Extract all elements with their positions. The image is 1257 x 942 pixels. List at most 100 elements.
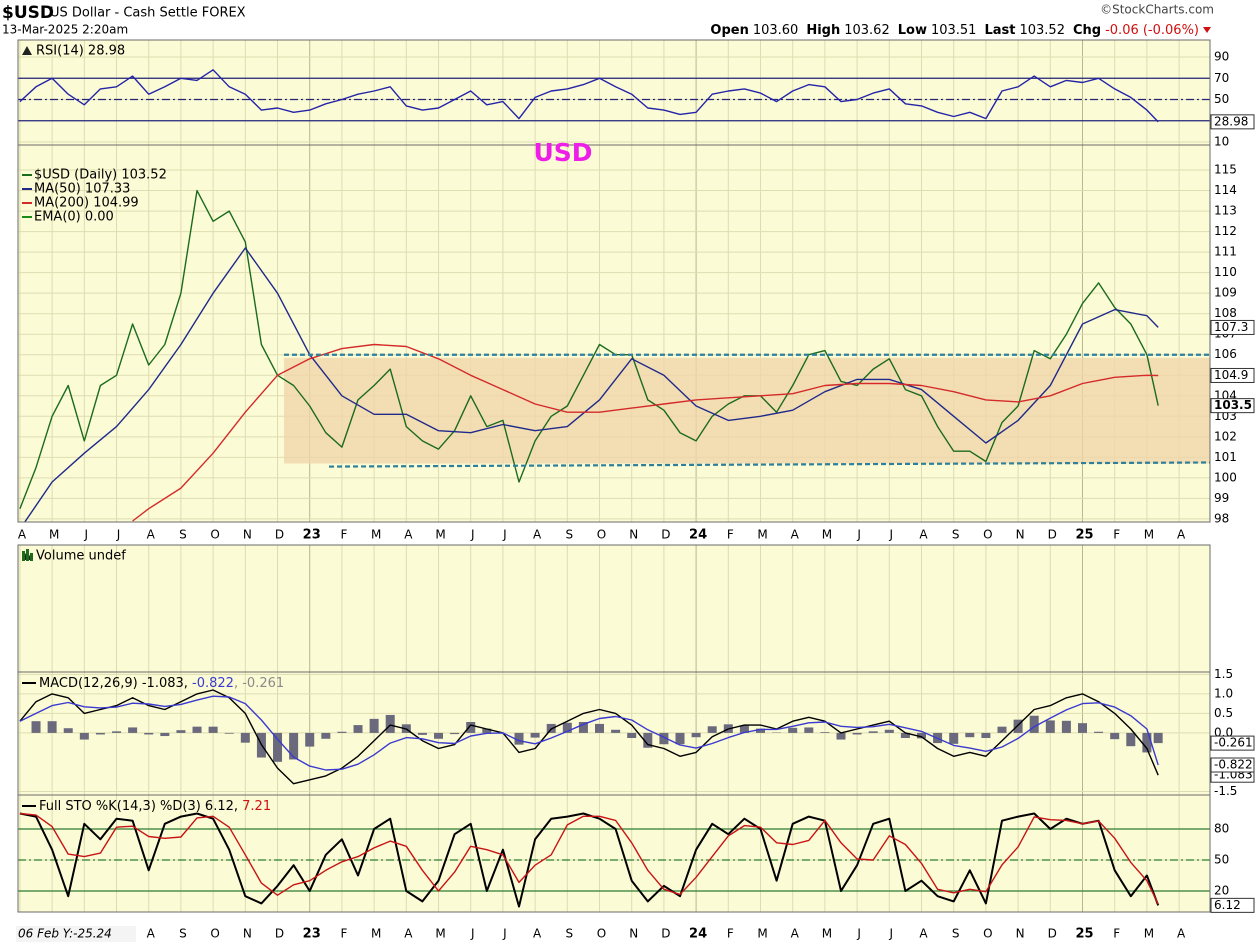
x-tick-label: M (435, 927, 445, 941)
legend-part: , (184, 676, 192, 691)
legend-label: $USD (Daily) 103.52 (34, 168, 167, 183)
footer-box (16, 926, 136, 942)
y-tick-label: 114 (1214, 183, 1237, 197)
x-tick-label: D (1048, 528, 1057, 542)
x-tick-label: S (179, 528, 187, 542)
histogram-bar (224, 732, 234, 734)
x-tick-label: S (565, 927, 573, 941)
x-tick-label: S (565, 528, 573, 542)
legend-label: MA(200) 104.99 (34, 196, 139, 211)
footer-label: 06 Feb Y:-25.24 (18, 927, 112, 941)
range-box (283, 357, 1210, 464)
x-tick-label: M (757, 528, 767, 542)
histogram-bar (916, 732, 926, 739)
value-tag-label: 28.98 (1214, 114, 1248, 128)
x-tick-label: 24 (689, 528, 707, 543)
x-tick-label: N (1016, 528, 1025, 542)
x-tick-label: M (1144, 528, 1154, 542)
panel-title: Volume undef (36, 549, 126, 564)
x-tick-label: N (629, 927, 638, 941)
histogram-bar (1045, 720, 1055, 733)
histogram-bar (611, 729, 621, 733)
x-tick-label: D (275, 927, 284, 941)
value-tag-label: 104.9 (1214, 368, 1248, 382)
histogram-bar (192, 726, 202, 733)
histogram-bar (852, 732, 862, 735)
y-tick-label: 106 (1214, 347, 1237, 361)
volume-icon (30, 553, 33, 561)
y-tick-label: 102 (1214, 429, 1237, 443)
histogram-bar (466, 721, 476, 733)
y-tick-label: 99 (1214, 491, 1229, 505)
quote-value: 103.62 (844, 23, 890, 38)
histogram-bar (739, 725, 749, 733)
y-tick-label: 0.5 (1214, 706, 1233, 720)
value-tag (1210, 367, 1255, 383)
histogram-bar (804, 727, 814, 733)
x-tick-label: D (1048, 927, 1057, 941)
x-tick-label: F (340, 927, 347, 941)
histogram-bar (79, 732, 89, 740)
histogram-bar (788, 727, 798, 733)
x-tick-label: A (147, 528, 156, 542)
histogram-bar (868, 731, 878, 733)
histogram-bar (289, 732, 299, 760)
series-line (132, 343, 1159, 522)
plot-area (18, 69, 1210, 123)
x-tick-label: N (1016, 927, 1025, 941)
y-tick-label: 113 (1214, 204, 1237, 218)
x-tick-label: M (49, 528, 59, 542)
x-tick-label: M (757, 927, 767, 941)
histogram-bar (627, 732, 637, 738)
x-tick-label: M (371, 927, 381, 941)
x-tick-label: F (727, 927, 734, 941)
legend-part: Full STO %K(14,3) %D(3) 6.12, (39, 799, 242, 814)
y-tick-label: 50 (1214, 853, 1229, 867)
y-tick-label: 101 (1214, 450, 1237, 464)
x-tick-label: A (791, 528, 800, 542)
histogram-bar (47, 721, 57, 733)
series-line (19, 812, 1159, 905)
histogram-bar (63, 728, 73, 733)
panel-frame (17, 144, 1211, 523)
histogram-bar (900, 732, 910, 738)
histogram-bar (1077, 723, 1087, 733)
x-tick-label: A (533, 528, 542, 542)
legend-label: MACD(12,26,9) -1.083, -0.822, -0.261 (39, 676, 284, 691)
value-tag (1210, 398, 1255, 414)
panel-title: RSI(14) 28.98 (36, 44, 125, 59)
source: ©StockCharts.com (1100, 3, 1214, 17)
x-tick-label: J (856, 528, 861, 542)
y-tick-label: 115 (1214, 163, 1237, 177)
quote-line: Open 103.60 High 103.62 Low 103.51 Last 103.52 C… (710, 23, 1199, 38)
x-tick-label: O (597, 528, 606, 542)
y-tick-label: 80 (1214, 822, 1229, 836)
legend-label: Full STO %K(14,3) %D(3) 6.12, 7.21 (39, 799, 271, 814)
histogram-bar (31, 721, 41, 733)
histogram-bar (884, 729, 894, 733)
x-tick-label: S (952, 528, 960, 542)
x-tick-label: A (18, 528, 27, 542)
histogram-bar (659, 732, 669, 745)
y-tick-label: 50 (1214, 92, 1229, 106)
histogram-bar (1094, 731, 1104, 733)
trend-line (329, 461, 1210, 468)
x-tick-label: S (179, 927, 187, 941)
quote-value: 103.52 (1019, 23, 1065, 38)
value-tag (1210, 319, 1255, 335)
legend-part: -0.822 (192, 676, 234, 691)
y-tick-label: 110 (1214, 265, 1237, 279)
histogram-bar (997, 726, 1007, 733)
histogram-bar (530, 732, 540, 738)
panel-frame (17, 794, 1211, 913)
series-line (23, 247, 1159, 522)
quote-label: High (806, 23, 840, 38)
symbol: $USD (2, 3, 54, 23)
histogram-bar (643, 732, 653, 748)
y-tick-label: 98 (1214, 511, 1229, 525)
value-tag-label: 6.12 (1214, 898, 1241, 912)
histogram-bar (305, 732, 315, 747)
x-tick-label: 25 (1075, 927, 1093, 942)
volume-icon (22, 551, 25, 561)
x-tick-label: A (791, 927, 800, 941)
